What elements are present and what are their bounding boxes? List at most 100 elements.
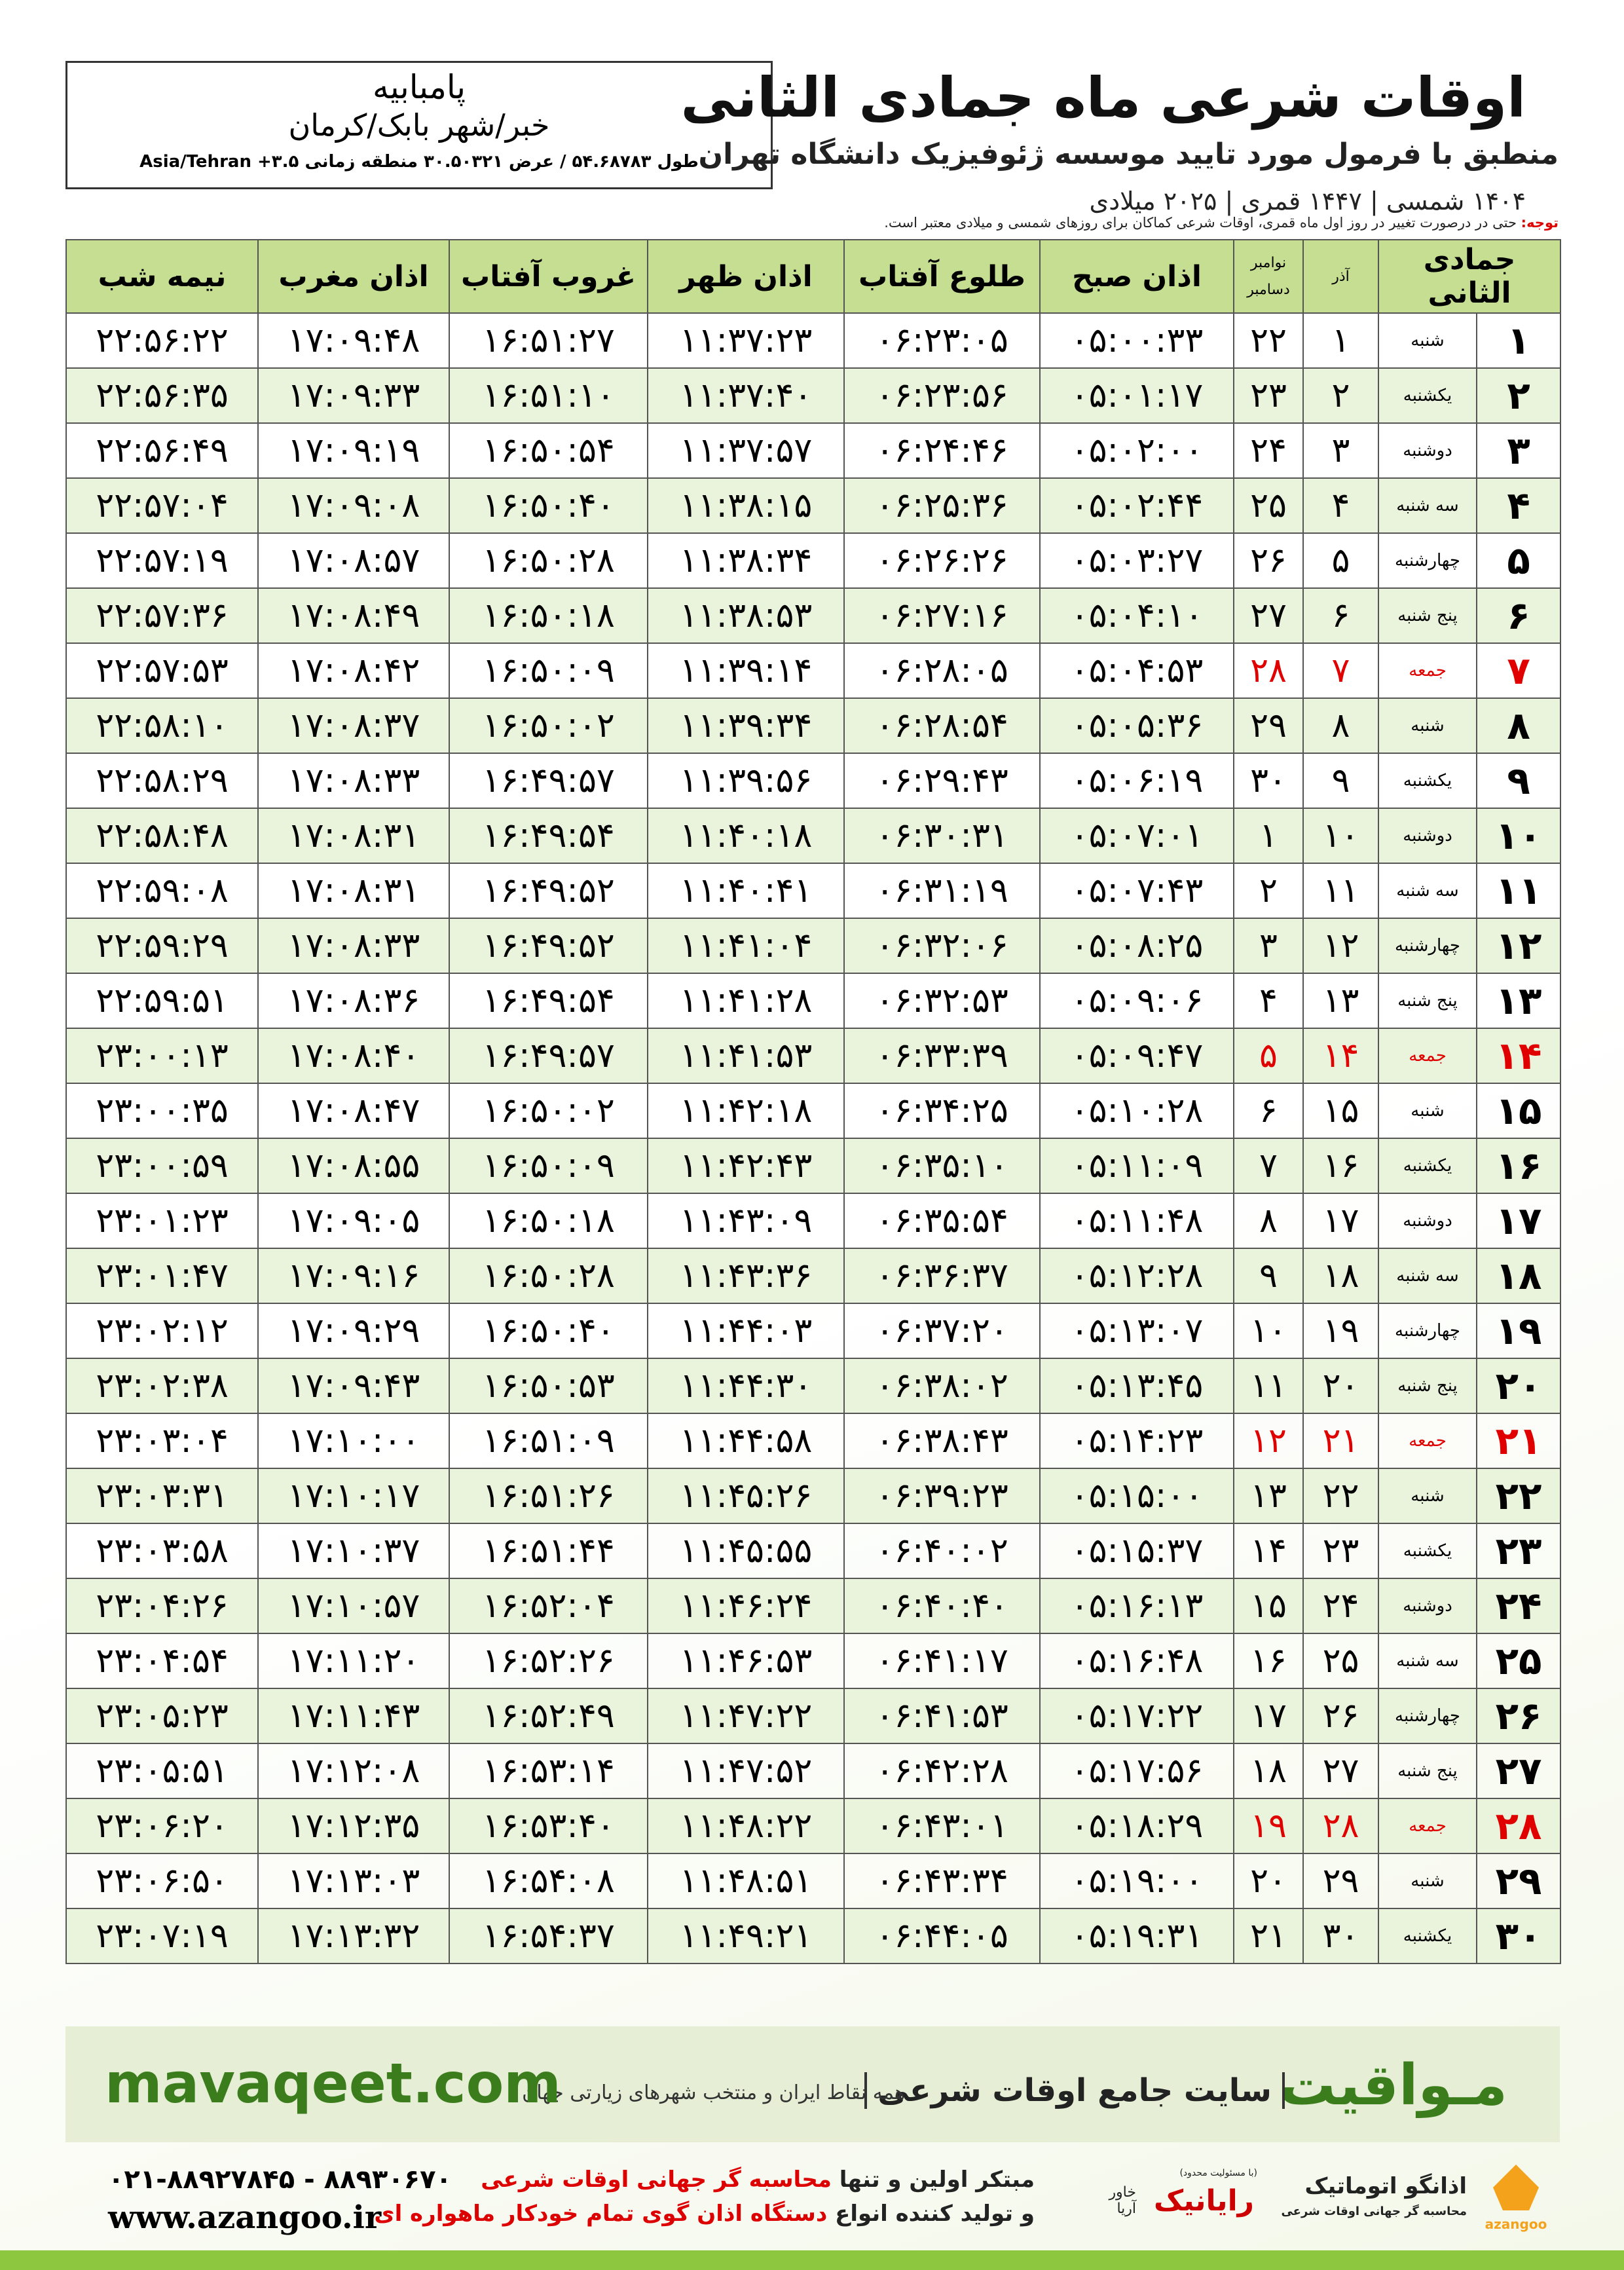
- greg-day: ۱۲: [1233, 1413, 1304, 1469]
- row: ۳۰ یکشنبه ۳۰ ۲۱ ۰۵:۱۹:۳۱ ۰۶:۴۴:۰۵ ۱۱:۴۹:۲۱ ۱۶:۵…: [65, 1908, 1562, 1964]
- greg-day: ۲۲: [1233, 312, 1304, 369]
- weekday: شنبه: [1377, 1468, 1478, 1524]
- row: ۳ دوشنبه ۳ ۲۴ ۰۵:۰۲:۰۰ ۰۶:۲۴:۴۶ ۱۱:۳۷:۵۷ ۱۶:۵۰:…: [65, 422, 1562, 479]
- sunset: ۱۶:۵۰:۵۳: [449, 1358, 648, 1414]
- sunrise: ۰۶:۳۶:۳۷: [843, 1248, 1041, 1304]
- maghrib: ۱۷:۰۸:۳۶: [257, 973, 450, 1029]
- maghrib: ۱۷:۰۸:۴۹: [257, 587, 450, 644]
- sunrise: ۰۶:۲۶:۲۶: [843, 532, 1041, 589]
- azar-day: ۱: [1302, 312, 1379, 369]
- day: ۱۵: [1476, 1083, 1562, 1139]
- day: ۱۹: [1476, 1303, 1562, 1359]
- row: ۵ چهارشنبه ۵ ۲۶ ۰۵:۰۳:۲۷ ۰۶:۲۶:۲۶ ۱۱:۳۸:۳۴ ۱۶:۵…: [65, 532, 1562, 589]
- dhuhr: ۱۱:۴۶:۲۴: [647, 1578, 845, 1634]
- sunset: ۱۶:۴۹:۵۷: [449, 753, 648, 809]
- dhuhr: ۱۱:۴۳:۳۶: [647, 1248, 845, 1304]
- fajr: ۰۵:۱۳:۴۵: [1039, 1358, 1234, 1414]
- dhuhr: ۱۱:۴۲:۴۳: [647, 1138, 845, 1194]
- midnight: ۲۲:۵۶:۲۲: [65, 312, 259, 369]
- sunrise: ۰۶:۴۲:۲۸: [843, 1743, 1041, 1799]
- row: ۶ پنج شنبه ۶ ۲۷ ۰۵:۰۴:۱۰ ۰۶:۲۷:۱۶ ۱۱:۳۸:۵۳ ۱۶:۵…: [65, 587, 1562, 644]
- logo2: اذانگو اتوماتیک: [1304, 2173, 1467, 2199]
- weekday: جمعه: [1377, 1413, 1478, 1469]
- azar-day: ۱۲: [1302, 918, 1379, 974]
- note: توجه: حتی در درصورت تغییر در روز اول ماه…: [884, 215, 1559, 231]
- greg-day: ۹: [1233, 1248, 1304, 1304]
- midnight: ۲۲:۵۸:۴۸: [65, 808, 259, 864]
- maghrib: ۱۷:۰۹:۴۳: [257, 1358, 450, 1414]
- logo1: رایانیک: [1154, 2184, 1254, 2218]
- azar-day: ۶: [1302, 587, 1379, 644]
- azar-day: ۲۴: [1302, 1578, 1379, 1634]
- midnight: ۲۲:۵۹:۲۹: [65, 918, 259, 974]
- midnight: ۲۳:۰۰:۱۳: [65, 1028, 259, 1084]
- sunrise: ۰۶:۳۴:۲۵: [843, 1083, 1041, 1139]
- weekday: پنج شنبه: [1377, 1743, 1478, 1799]
- day: ۱۷: [1476, 1193, 1562, 1249]
- dhuhr: ۱۱:۴۱:۰۴: [647, 918, 845, 974]
- sunset: ۱۶:۵۱:۲۶: [449, 1468, 648, 1524]
- midnight: ۲۳:۰۱:۲۳: [65, 1193, 259, 1249]
- greg-day: ۱۷: [1233, 1688, 1304, 1744]
- sunset: ۱۶:۵۰:۲۸: [449, 532, 648, 589]
- dhuhr: ۱۱:۴۸:۵۱: [647, 1853, 845, 1909]
- weekday: چهارشنبه: [1377, 1303, 1478, 1359]
- day: ۱۱: [1476, 863, 1562, 919]
- dhuhr: ۱۱:۳۸:۳۴: [647, 532, 845, 589]
- maghrib: ۱۷:۱۰:۳۷: [257, 1523, 450, 1579]
- day: ۲۷: [1476, 1743, 1562, 1799]
- midnight: ۲۳:۰۱:۴۷: [65, 1248, 259, 1304]
- midnight: ۲۲:۵۷:۱۹: [65, 532, 259, 589]
- sunset: ۱۶:۴۹:۵۲: [449, 863, 648, 919]
- maghrib: ۱۷:۱۰:۵۷: [257, 1578, 450, 1634]
- sunset: ۱۶:۵۰:۴۰: [449, 1303, 648, 1359]
- midnight: ۲۲:۵۹:۵۱: [65, 973, 259, 1029]
- dhuhr: ۱۱:۴۸:۲۲: [647, 1798, 845, 1854]
- col-header: طلوع آفتاب: [843, 239, 1041, 314]
- maghrib: ۱۷:۱۳:۰۳: [257, 1853, 450, 1909]
- sunrise: ۰۶:۳۹:۲۳: [843, 1468, 1041, 1524]
- maghrib: ۱۷:۰۹:۲۹: [257, 1303, 450, 1359]
- fajr: ۰۵:۱۵:۳۷: [1039, 1523, 1234, 1579]
- row: ۲۰ پنج شنبه ۲۰ ۱۱ ۰۵:۱۳:۴۵ ۰۶:۳۸:۰۲ ۱۱:۴۴:۳۰ ۱۶…: [65, 1358, 1562, 1414]
- row: ۲۵ سه شنبه ۲۵ ۱۶ ۰۵:۱۶:۴۸ ۰۶:۴۱:۱۷ ۱۱:۴۶:۵۳ ۱۶:…: [65, 1633, 1562, 1689]
- day: ۲۶: [1476, 1688, 1562, 1744]
- day: ۲۱: [1476, 1413, 1562, 1469]
- scope: همه نقاط ایران و منتخب شهرهای زیارتی جها…: [522, 2081, 905, 2104]
- day: ۱۳: [1476, 973, 1562, 1029]
- azar-day: ۱۶: [1302, 1138, 1379, 1194]
- sunset: ۱۶:۵۳:۱۴: [449, 1743, 648, 1799]
- fajr: ۰۵:۱۱:۰۹: [1039, 1138, 1234, 1194]
- sunset: ۱۶:۵۰:۰۲: [449, 698, 648, 754]
- greg-day: ۱۸: [1233, 1743, 1304, 1799]
- weekday: چهارشنبه: [1377, 532, 1478, 589]
- maghrib: ۱۷:۰۸:۳۳: [257, 753, 450, 809]
- header-row: جمادی الثانی آذر نوامبر دسامبر اذان صبح ط…: [65, 239, 1562, 314]
- midnight: ۲۳:۰۰:۳۵: [65, 1083, 259, 1139]
- subtitle: منطبق با فرمول مورد تایید موسسه ژئوفیزیک…: [698, 138, 1559, 171]
- maghrib: ۱۷:۰۹:۳۳: [257, 367, 450, 424]
- azar-day: ۲۹: [1302, 1853, 1379, 1909]
- row: ۲۷ پنج شنبه ۲۷ ۱۸ ۰۵:۱۷:۵۶ ۰۶:۴۲:۲۸ ۱۱:۴۷:۵۲ ۱۶…: [65, 1743, 1562, 1799]
- day: ۲۲: [1476, 1468, 1562, 1524]
- weekday: شنبه: [1377, 698, 1478, 754]
- greg-day: ۲۱: [1233, 1908, 1304, 1964]
- note-label: توجه:: [1521, 215, 1559, 231]
- sunset: ۱۶:۵۰:۵۴: [449, 422, 648, 479]
- dhuhr: ۱۱:۴۱:۵۳: [647, 1028, 845, 1084]
- dhuhr: ۱۱:۴۷:۵۲: [647, 1743, 845, 1799]
- note-text: حتی در درصورت تغییر در روز اول ماه قمری،…: [884, 215, 1517, 231]
- azar-day: ۱۴: [1302, 1028, 1379, 1084]
- row: ۱۱ سه شنبه ۱۱ ۲ ۰۵:۰۷:۴۳ ۰۶:۳۱:۱۹ ۱۱:۴۰:۴۱ ۱۶:۴…: [65, 863, 1562, 919]
- midnight: ۲۳:۰۲:۳۸: [65, 1358, 259, 1414]
- sunrise: ۰۶:۳۸:۰۲: [843, 1358, 1041, 1414]
- logo-latin: azangoo: [1485, 2216, 1547, 2232]
- azar-day: ۱۵: [1302, 1083, 1379, 1139]
- site: mavaqeet.com: [105, 2051, 561, 2115]
- row: ۱۸ سه شنبه ۱۸ ۹ ۰۵:۱۲:۲۸ ۰۶:۳۶:۳۷ ۱۱:۴۳:۳۶ ۱۶:۵…: [65, 1248, 1562, 1304]
- midnight: ۲۲:۵۹:۰۸: [65, 863, 259, 919]
- weekday: دوشنبه: [1377, 808, 1478, 864]
- sunrise: ۰۶:۴۴:۰۵: [843, 1908, 1041, 1964]
- day: ۲۹: [1476, 1853, 1562, 1909]
